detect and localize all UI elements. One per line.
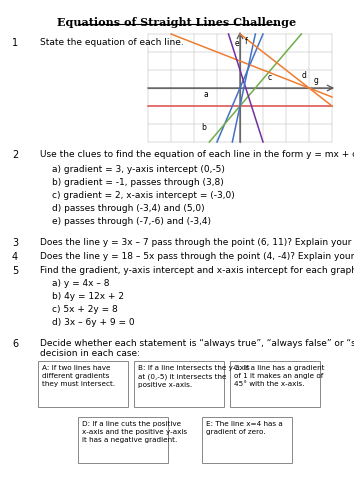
Text: 4: 4	[12, 252, 18, 262]
Text: g: g	[313, 76, 318, 86]
Text: Equations of Straight Lines Challenge: Equations of Straight Lines Challenge	[57, 17, 297, 28]
Text: 2: 2	[12, 150, 18, 160]
Text: a) y = 4x – 8: a) y = 4x – 8	[52, 279, 109, 288]
Text: a: a	[203, 90, 208, 99]
Text: b) gradient = -1, passes through (3,8): b) gradient = -1, passes through (3,8)	[52, 178, 224, 187]
Text: Does the line y = 3x – 7 pass through the point (6, 11)? Explain your answer.: Does the line y = 3x – 7 pass through th…	[40, 238, 354, 247]
Text: e) passes through (-7,-6) and (-3,4): e) passes through (-7,-6) and (-3,4)	[52, 217, 211, 226]
Text: c) gradient = 2, x-axis intercept = (-3,0): c) gradient = 2, x-axis intercept = (-3,…	[52, 191, 235, 200]
Text: C: If a line has a gradient
of 1 it makes an angle of
45° with the x-axis.: C: If a line has a gradient of 1 it make…	[234, 365, 325, 387]
Text: Does the line y = 18 – 5x pass through the point (4, -4)? Explain your answer.: Does the line y = 18 – 5x pass through t…	[40, 252, 354, 261]
Text: d: d	[302, 71, 307, 80]
Text: Use the clues to find the equation of each line in the form y = mx + c:: Use the clues to find the equation of ea…	[40, 150, 354, 159]
Text: D: If a line cuts the positive
x-axis and the positive y-axis
it has a negative : D: If a line cuts the positive x-axis an…	[82, 421, 187, 443]
Text: d) passes through (-3,4) and (5,0): d) passes through (-3,4) and (5,0)	[52, 204, 205, 213]
FancyBboxPatch shape	[230, 361, 320, 407]
Text: B: If a line intersects the y-axis
at (0,-5) it intersects the
positive x-axis.: B: If a line intersects the y-axis at (0…	[138, 365, 250, 388]
FancyBboxPatch shape	[202, 417, 292, 463]
Text: Decide whether each statement is “always true”, “always false” or “sometimes tru: Decide whether each statement is “always…	[40, 339, 354, 348]
FancyBboxPatch shape	[134, 361, 224, 407]
Text: c: c	[268, 72, 272, 82]
FancyBboxPatch shape	[78, 417, 168, 463]
Text: b) 4y = 12x + 2: b) 4y = 12x + 2	[52, 292, 124, 301]
FancyBboxPatch shape	[38, 361, 128, 407]
Text: a) gradient = 3, y-axis intercept (0,-5): a) gradient = 3, y-axis intercept (0,-5)	[52, 165, 225, 174]
Text: 6: 6	[12, 339, 18, 349]
Text: 1: 1	[12, 38, 18, 48]
Text: d) 3x – 6y + 9 = 0: d) 3x – 6y + 9 = 0	[52, 318, 135, 327]
Text: e: e	[234, 38, 239, 48]
Text: decision in each case:: decision in each case:	[40, 349, 140, 358]
Text: E: The line x=4 has a
gradient of zero.: E: The line x=4 has a gradient of zero.	[206, 421, 283, 435]
Text: Find the gradient, y-axis intercept and x-axis intercept for each graph:: Find the gradient, y-axis intercept and …	[40, 266, 354, 275]
Text: b: b	[201, 123, 206, 132]
Text: State the equation of each line.: State the equation of each line.	[40, 38, 184, 47]
Text: 3: 3	[12, 238, 18, 248]
Text: 5: 5	[12, 266, 18, 276]
Text: A: If two lines have
different gradients
they must intersect.: A: If two lines have different gradients…	[42, 365, 115, 387]
Text: f: f	[244, 36, 247, 46]
Text: c) 5x + 2y = 8: c) 5x + 2y = 8	[52, 305, 118, 314]
